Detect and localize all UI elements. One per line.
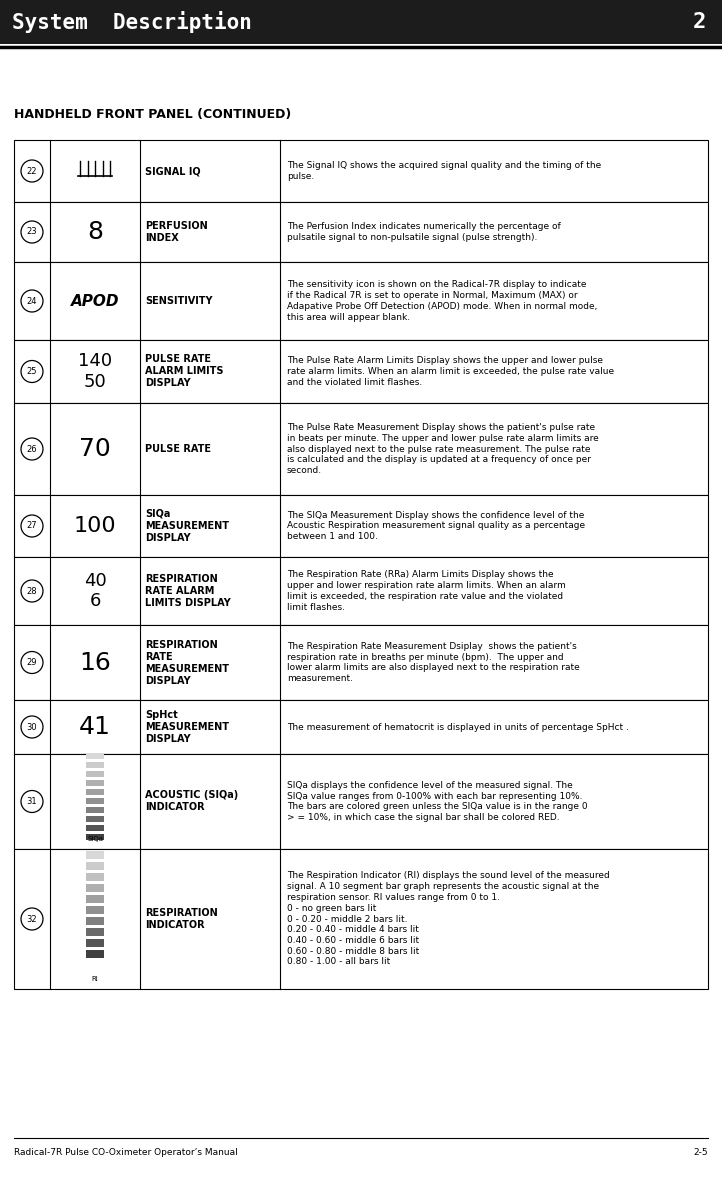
Bar: [86, 895, 104, 902]
Text: Radical-7R Pulse CO-Oximeter Operator’s Manual: Radical-7R Pulse CO-Oximeter Operator’s …: [14, 1148, 238, 1157]
Bar: [0, 0, 722, 44]
Text: PULSE RATE
ALARM LIMITS
DISPLAY: PULSE RATE ALARM LIMITS DISPLAY: [145, 355, 224, 389]
Bar: [14, 262, 708, 340]
Bar: [86, 771, 104, 777]
Bar: [86, 816, 104, 822]
Text: 27: 27: [27, 521, 38, 531]
Text: 16: 16: [79, 651, 111, 674]
Text: The SIQa Measurement Display shows the confidence level of the
Acoustic Respirat: The SIQa Measurement Display shows the c…: [287, 511, 585, 541]
Text: The Respiration Rate Measurement Dsiplay  shows the patient's
respiration rate i: The Respiration Rate Measurement Dsiplay…: [287, 641, 580, 683]
Text: ACOUSTIC (SIQa)
INDICATOR: ACOUSTIC (SIQa) INDICATOR: [145, 790, 238, 812]
Text: APOD: APOD: [71, 294, 119, 309]
Text: 26: 26: [27, 444, 38, 454]
Bar: [86, 780, 104, 786]
Bar: [86, 834, 104, 839]
Bar: [14, 140, 708, 202]
Bar: [86, 905, 104, 914]
Bar: [86, 789, 104, 795]
Text: 2: 2: [692, 12, 705, 32]
Bar: [14, 556, 708, 625]
Text: System  Description: System Description: [12, 11, 252, 33]
Text: 41: 41: [79, 714, 111, 739]
Bar: [14, 755, 708, 849]
Text: 29: 29: [27, 658, 38, 667]
Text: 100: 100: [74, 516, 116, 536]
Text: SIGNAL IQ: SIGNAL IQ: [145, 166, 201, 176]
Text: The Respiration Indicator (RI) displays the sound level of the measured
signal. : The Respiration Indicator (RI) displays …: [287, 871, 610, 967]
Text: The Signal IQ shows the acquired signal quality and the timing of the
pulse.: The Signal IQ shows the acquired signal …: [287, 162, 601, 180]
Text: PERFUSION
INDEX: PERFUSION INDEX: [145, 220, 208, 243]
Text: The Pulse Rate Alarm Limits Display shows the upper and lower pulse
rate alarm l: The Pulse Rate Alarm Limits Display show…: [287, 356, 614, 387]
Text: 30: 30: [27, 723, 38, 731]
Bar: [86, 806, 104, 814]
Bar: [86, 762, 104, 768]
Text: 28: 28: [27, 586, 38, 595]
Text: 70: 70: [79, 437, 111, 461]
Text: 25: 25: [27, 367, 38, 376]
Bar: [86, 825, 104, 831]
Bar: [86, 850, 104, 858]
Bar: [86, 916, 104, 924]
Text: 24: 24: [27, 296, 38, 305]
Text: 22: 22: [27, 166, 38, 176]
Bar: [14, 625, 708, 700]
Text: 40
6: 40 6: [84, 572, 106, 611]
Text: RI: RI: [92, 976, 98, 982]
Text: 32: 32: [27, 915, 38, 923]
Bar: [86, 862, 104, 869]
Text: RESPIRATION
RATE
MEASUREMENT
DISPLAY: RESPIRATION RATE MEASUREMENT DISPLAY: [145, 639, 229, 685]
Bar: [86, 928, 104, 935]
Bar: [86, 949, 104, 957]
Text: SENSITIVITY: SENSITIVITY: [145, 296, 212, 307]
Text: SIQa
MEASUREMENT
DISPLAY: SIQa MEASUREMENT DISPLAY: [145, 509, 229, 544]
Text: 140
50: 140 50: [78, 353, 112, 391]
Text: The Respiration Rate (RRa) Alarm Limits Display shows the
upper and lower respir: The Respiration Rate (RRa) Alarm Limits …: [287, 571, 566, 612]
Text: 31: 31: [27, 797, 38, 806]
Bar: [14, 700, 708, 755]
Bar: [14, 495, 708, 556]
Text: 8: 8: [87, 220, 103, 244]
Text: HANDHELD FRONT PANEL (CONTINUED): HANDHELD FRONT PANEL (CONTINUED): [14, 108, 291, 121]
Bar: [14, 849, 708, 989]
Bar: [86, 872, 104, 881]
Bar: [86, 753, 104, 759]
Text: The Perfusion Index indicates numerically the percentage of
pulsatile signal to : The Perfusion Index indicates numericall…: [287, 222, 561, 242]
Bar: [86, 883, 104, 891]
Bar: [86, 938, 104, 947]
Text: SIQa displays the confidence level of the measured signal. The
SIQa value ranges: SIQa displays the confidence level of th…: [287, 780, 588, 822]
Bar: [14, 202, 708, 262]
Text: 23: 23: [27, 228, 38, 237]
Text: 2-5: 2-5: [693, 1148, 708, 1157]
Bar: [14, 340, 708, 403]
Bar: [14, 403, 708, 495]
Text: RESPIRATION
INDICATOR: RESPIRATION INDICATOR: [145, 908, 218, 930]
Text: The Pulse Rate Measurement Display shows the patient's pulse rate
in beats per m: The Pulse Rate Measurement Display shows…: [287, 423, 599, 475]
Text: SpHct
MEASUREMENT
DISPLAY: SpHct MEASUREMENT DISPLAY: [145, 710, 229, 744]
Text: RESPIRATION
RATE ALARM
LIMITS DISPLAY: RESPIRATION RATE ALARM LIMITS DISPLAY: [145, 574, 231, 608]
Text: SIQa: SIQa: [87, 836, 103, 842]
Text: The measurement of hematocrit is displayed in units of percentage SpHct .: The measurement of hematocrit is display…: [287, 723, 629, 731]
Text: The sensitivity icon is shown on the Radical-7R display to indicate
if the Radic: The sensitivity icon is shown on the Rad…: [287, 281, 597, 322]
Bar: [86, 798, 104, 804]
Text: PULSE RATE: PULSE RATE: [145, 444, 211, 454]
